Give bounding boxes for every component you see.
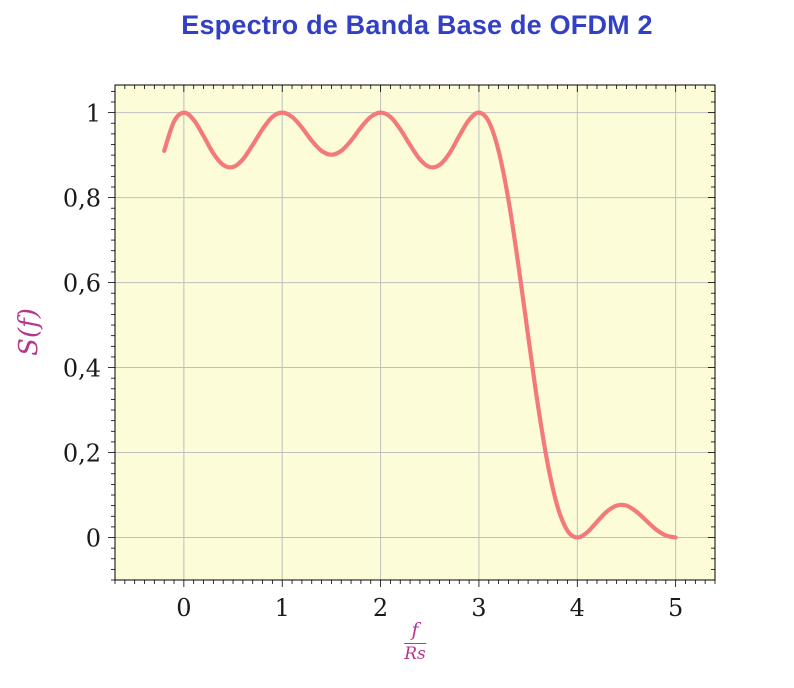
svg-text:0,8: 0,8	[63, 185, 101, 213]
y-tick-labels: 0 0,2 0,4 0,6 0,8 1	[63, 100, 101, 553]
svg-text:0: 0	[86, 525, 101, 553]
svg-text:1: 1	[86, 100, 101, 128]
x-axis-label-denominator: Rs	[404, 643, 426, 664]
svg-text:4: 4	[570, 594, 585, 622]
svg-text:0: 0	[176, 594, 191, 622]
svg-text:0,2: 0,2	[63, 440, 101, 468]
svg-text:1: 1	[275, 594, 290, 622]
x-tick-labels: 0 1 2 3 4 5	[176, 594, 683, 622]
svg-text:3: 3	[471, 594, 486, 622]
chart-title: Espectro de Banda Base de OFDM 2	[181, 10, 653, 40]
plot-background	[115, 85, 715, 580]
x-axis-label-numerator: f	[404, 620, 426, 644]
x-axis-label: f Rs	[404, 620, 426, 664]
svg-text:0,4: 0,4	[63, 355, 101, 383]
svg-text:0,6: 0,6	[63, 270, 101, 298]
svg-text:5: 5	[668, 594, 683, 622]
axis-ticks	[108, 85, 716, 587]
spectrum-curve	[162, 110, 678, 540]
grid	[115, 85, 715, 580]
svg-text:2: 2	[373, 594, 388, 622]
y-axis-label: S(f)	[14, 308, 44, 356]
plot-frame	[114, 84, 716, 581]
